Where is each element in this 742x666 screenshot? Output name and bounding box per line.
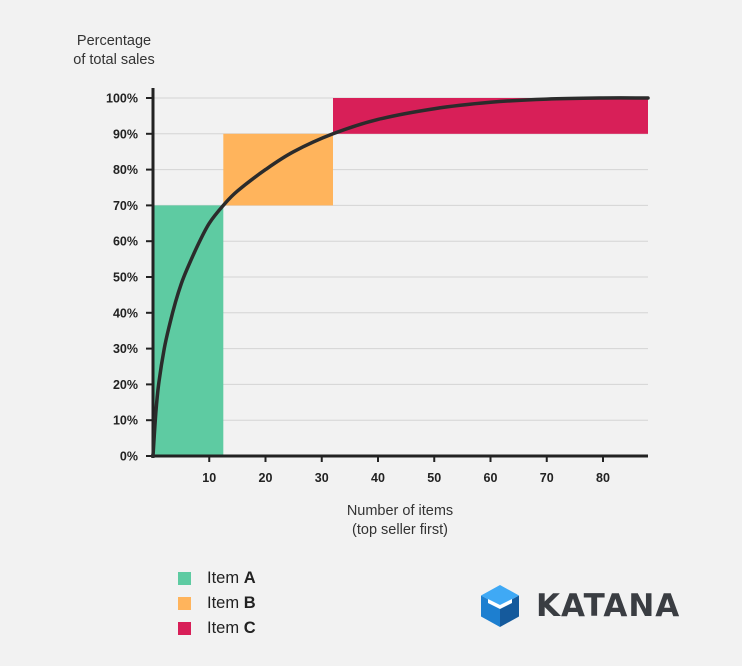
x-tick-label: 50 <box>427 471 441 485</box>
cumulative-curve <box>151 96 650 458</box>
y-tick-label: 60% <box>113 235 138 249</box>
y-tick-label: 50% <box>113 271 138 285</box>
x-tick-label: 70 <box>540 471 554 485</box>
y-tick-label: 10% <box>113 414 138 428</box>
legend-label-c: Item C <box>207 619 256 637</box>
brand-name: KATANA <box>536 588 681 624</box>
y-tick-label: 20% <box>113 378 138 392</box>
legend-item-b: Item B <box>178 591 256 616</box>
x-tick-label: 20 <box>259 471 273 485</box>
region-item-b <box>223 133 333 206</box>
legend-label-a: Item A <box>207 569 256 587</box>
y-tick-label: 30% <box>113 342 138 356</box>
region-item-a <box>153 205 224 456</box>
legend-swatch-b <box>178 597 191 610</box>
x-axis-label: Number of items (top seller first) <box>300 502 500 540</box>
x-tick-label: 30 <box>315 471 329 485</box>
legend-swatch-a <box>178 572 191 585</box>
y-tick-label: 40% <box>113 306 138 320</box>
legend-label-b: Item B <box>207 594 256 612</box>
legend-item-c: Item C <box>178 616 256 641</box>
y-tick-label: 90% <box>113 127 138 141</box>
legend-item-a: Item A <box>178 566 256 591</box>
x-tick-label: 40 <box>371 471 385 485</box>
y-tick-label: 100% <box>106 92 138 106</box>
y-axis-label: Percentage of total sales <box>64 32 164 70</box>
x-tick-label: 80 <box>596 471 610 485</box>
legend: Item A Item B Item C <box>178 566 256 641</box>
legend-swatch-c <box>178 622 191 635</box>
y-tick-label: 0% <box>120 450 138 464</box>
katana-logo: KATANA <box>480 584 680 628</box>
katana-cube-icon <box>481 585 519 627</box>
x-tick-label: 10 <box>202 471 216 485</box>
pareto-chart: 0% 10% 20% 30% 40% 50% 60% 70% 80% 90% 100% 10 20 30 4… <box>106 88 650 485</box>
x-axis-label-line: Number of items <box>346 503 454 519</box>
y-tick-label: 80% <box>113 163 138 177</box>
x-tick-label: 60 <box>484 471 498 485</box>
y-axis-label-line: Percentage <box>76 33 152 49</box>
y-tick-label: 70% <box>113 199 138 213</box>
y-axis-label-line: of total sales <box>73 52 155 68</box>
x-axis-label-line: (top seller first) <box>352 522 448 538</box>
